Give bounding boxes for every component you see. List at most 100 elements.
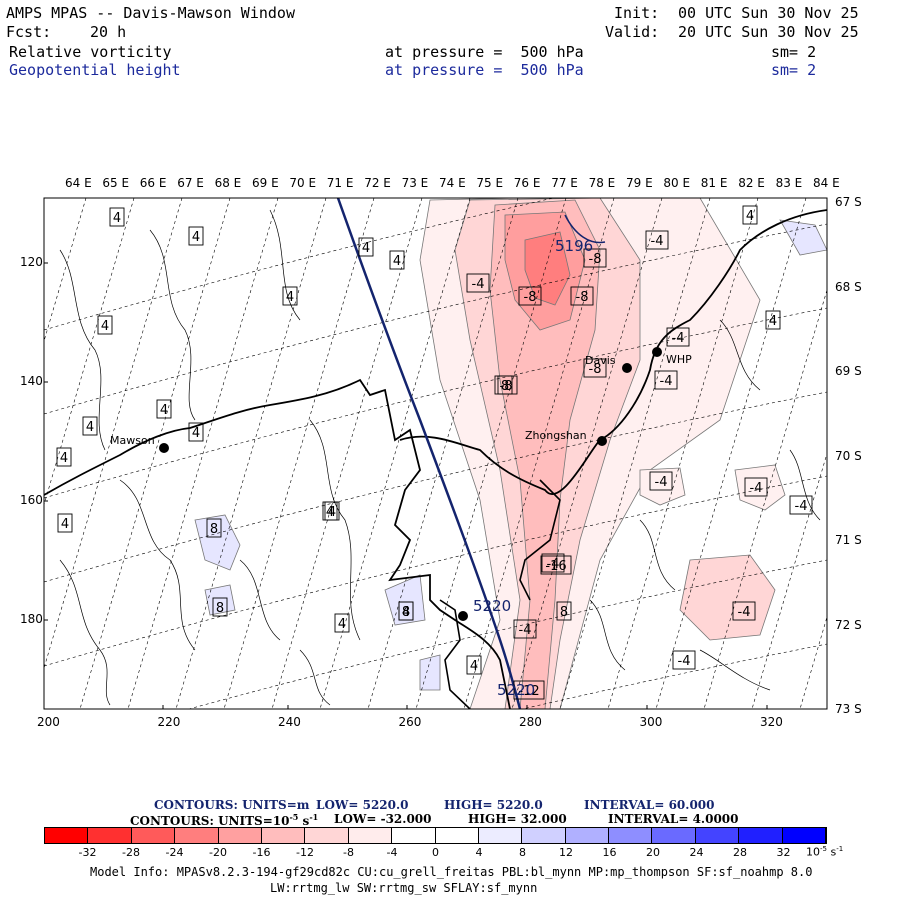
vorticity-label-text: 4: [746, 209, 754, 224]
meridian-line: [655, 198, 807, 709]
colorbar-unit-s-exp: -1: [836, 845, 844, 853]
latitude-tick-label: 68 S: [835, 279, 862, 294]
vorticity-label-box: [540, 555, 572, 575]
colorbar-tick-label: -12: [296, 846, 314, 859]
vorticity-label-text: 4: [326, 505, 334, 520]
contours-height-low: LOW= 5220.0: [316, 798, 409, 812]
latitude-tick-label: 70 S: [835, 448, 862, 463]
vorticity-label: 4: [358, 237, 374, 257]
vorticity-label-box: [732, 601, 756, 621]
vorticity-label-text: -4: [750, 481, 763, 496]
vorticity-label: -4: [666, 327, 690, 347]
longitude-tick-label: 74 E: [439, 176, 466, 190]
vorticity-label: 4: [324, 501, 340, 521]
vorticity-label-box: [513, 680, 545, 700]
vorticity-label-text: 4: [60, 451, 68, 466]
vorticity-label-box: [765, 310, 781, 330]
colorbar-swatch: [435, 828, 479, 843]
colorbar-unit: 10-5 s-1: [806, 846, 843, 858]
colorbar-swatch: [478, 828, 523, 843]
vorticity-label: 4: [57, 513, 73, 533]
coastline-south: [439, 599, 471, 709]
colorbar-swatch: [739, 828, 783, 843]
meridian-line: [44, 198, 135, 506]
vorticity-label: 4: [156, 399, 172, 419]
vorticity-label-box: [541, 553, 565, 573]
vorticity-label-box: [672, 650, 696, 670]
vorticity-label-box: [156, 399, 172, 419]
vorticity-label: -4: [645, 230, 669, 250]
meridian-line: [511, 198, 663, 709]
vorticity-label-text: 4: [113, 211, 121, 226]
colorbar-unit-exp: -5: [820, 845, 827, 853]
vorticity-label: -4: [732, 601, 756, 621]
vorticity-label: 4: [466, 655, 482, 675]
vorticity-label-text: -4: [795, 499, 808, 514]
parallel-line: [187, 559, 827, 709]
meridian-line: [415, 198, 567, 709]
vorticity-label: -8: [518, 286, 542, 306]
vorticity-label-box: [82, 416, 98, 436]
parallel-line: [44, 198, 555, 331]
x-tick-label: 200: [37, 715, 60, 729]
vorticity-label: 8: [398, 601, 414, 621]
longitude-tick-label: 79 E: [626, 176, 653, 190]
colorbar-swatch: [392, 828, 436, 843]
latitude-tick-label: 71 S: [835, 533, 862, 547]
fcst-label: Fcst:: [6, 23, 52, 41]
vorticity-label-box: [789, 495, 813, 515]
vorticity-label-text: 4: [61, 517, 69, 532]
vorticity-label-box: [666, 327, 690, 347]
model-info-line2: LW:rrtmg_lw SW:rrtmg_sw SFLAY:sf_mynn: [270, 881, 538, 895]
vorticity-label: -4: [789, 495, 813, 515]
vorticity-label-text: -4: [655, 475, 668, 490]
vorticity-label: -4: [672, 650, 696, 670]
station-whp-marker: [652, 347, 662, 357]
x-tick-label: 280: [519, 715, 542, 729]
colorbar-swatch: [609, 828, 653, 843]
meridian-line: [703, 288, 827, 709]
station-mawson-marker: [159, 443, 169, 453]
longitude-tick-label: 66 E: [139, 176, 167, 190]
vorticity-label-box: [513, 619, 537, 639]
y-tick-label: 140: [20, 374, 43, 388]
x-tick-label: 240: [278, 715, 301, 729]
latitude-tick-label: 72 S: [835, 617, 862, 632]
vorticity-label: -4: [541, 553, 565, 573]
vorticity-label-text: -8: [589, 362, 602, 377]
field2-pressure: at pressure = 500 hPa: [385, 61, 584, 79]
vorticity-label: -12: [513, 680, 545, 700]
vorticity-label: 8: [556, 601, 572, 621]
init-label: Init:: [614, 4, 660, 22]
longitude-tick-label: 72 E: [364, 176, 391, 190]
meridian-line: [127, 198, 279, 709]
vorticity-label-box: [188, 226, 204, 246]
vorticity-label-box: [466, 655, 482, 675]
meridian-line: [367, 198, 519, 709]
meridian-line: [223, 198, 375, 709]
vorticity-label: -16: [540, 555, 572, 575]
vorticity-label: -8: [570, 286, 594, 306]
longitude-tick-label: 69 E: [252, 176, 279, 190]
y-tick-label: 160: [20, 493, 43, 507]
vorticity-label-box: [324, 501, 340, 521]
colorbar-tick-label: 16: [602, 846, 617, 859]
field2-name: Geopotential height: [9, 61, 181, 79]
colorbar-tick-label: 20: [646, 846, 660, 859]
colorbar-tick-label: -8: [343, 846, 354, 859]
station-zhongshan-marker: [597, 436, 607, 446]
colorbar-swatch: [305, 828, 349, 843]
vorticity-label-box: [654, 370, 678, 390]
station-zhongshan-label: Zhongshan: [525, 429, 587, 442]
lat-lon-grid: [44, 198, 827, 709]
colorbar-tick-label: -24: [165, 846, 184, 859]
vorticity-label: 8: [497, 375, 513, 395]
longitude-tick-label: 65 E: [102, 176, 130, 190]
colorbar-tick-label: -16: [252, 846, 271, 859]
colorbar-unit-s: s: [830, 845, 837, 859]
field1-name: Relative vorticity: [9, 43, 172, 61]
height-label-5220-b: 5220: [497, 681, 536, 699]
vorticity-label-box: [556, 601, 572, 621]
vorticity-label: 8: [206, 518, 222, 538]
vorticity-label-text: -4: [651, 234, 664, 249]
